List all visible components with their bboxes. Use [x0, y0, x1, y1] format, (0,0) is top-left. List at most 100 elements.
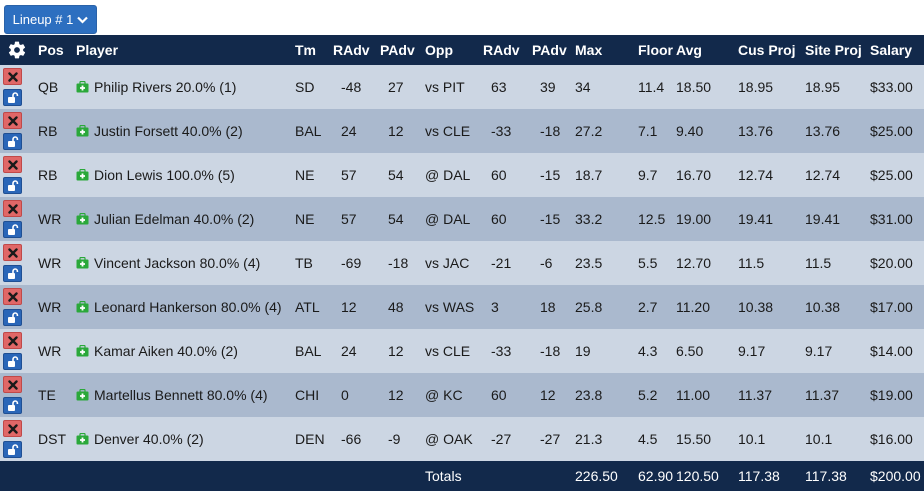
lock-player-button[interactable] — [3, 221, 22, 238]
table-row: WR Kamar Aiken 40.0% (2) BAL 24 12 vs CL… — [0, 329, 924, 373]
cell-radv: 24 — [341, 343, 357, 359]
col-header-floor[interactable]: Floor — [638, 42, 673, 58]
cell-max: 21.3 — [575, 431, 603, 447]
col-header-pos[interactable]: Pos — [38, 42, 64, 58]
col-header-opp-padv[interactable]: PAdv — [532, 42, 567, 58]
cell-player[interactable]: Justin Forsett 40.0% (2) — [76, 109, 295, 153]
cell-floor: 5.2 — [638, 387, 658, 403]
remove-player-button[interactable] — [3, 112, 22, 129]
player-name: Leonard Hankerson 80.0% (4) — [94, 299, 282, 315]
unlock-icon — [7, 135, 18, 147]
unlock-icon — [7, 179, 18, 191]
cell-radv: 12 — [341, 299, 357, 315]
totals-max: 226.50 — [575, 468, 618, 484]
remove-player-button[interactable] — [3, 200, 22, 217]
remove-player-button[interactable] — [3, 420, 22, 437]
col-header-avg[interactable]: Avg — [676, 42, 702, 58]
col-header-cus-proj[interactable]: Cus Proj — [738, 42, 796, 58]
lock-player-button[interactable] — [3, 441, 22, 458]
lineup-table: Pos Player Tm RAdv PAdv Opp RAdv PAdv Ma… — [0, 35, 924, 491]
cell-salary: $14.00 — [870, 343, 913, 359]
cell-opp-radv: -33 — [491, 123, 512, 139]
cell-player[interactable]: Martellus Bennett 80.0% (4) — [76, 373, 295, 417]
table-row: WR Leonard Hankerson 80.0% (4) ATL 12 48… — [0, 285, 924, 329]
cell-avg: 19.00 — [676, 211, 712, 227]
remove-player-button[interactable] — [3, 244, 22, 261]
medkit-icon[interactable] — [76, 81, 89, 93]
medkit-icon[interactable] — [76, 389, 89, 401]
cell-opp: @ OAK — [425, 431, 473, 447]
cell-player[interactable]: Denver 40.0% (2) — [76, 417, 295, 461]
cell-floor: 12.5 — [638, 211, 666, 227]
col-header-site-proj[interactable]: Site Proj — [805, 42, 862, 58]
close-icon — [7, 71, 18, 82]
medkit-icon[interactable] — [76, 169, 89, 181]
cell-player[interactable]: Julian Edelman 40.0% (2) — [76, 197, 295, 241]
lock-player-button[interactable] — [3, 265, 22, 282]
cell-site-proj: 9.17 — [805, 343, 833, 359]
cell-site-proj: 19.41 — [805, 211, 841, 227]
player-name: Denver 40.0% (2) — [94, 431, 204, 447]
row-controls — [0, 153, 33, 197]
lock-player-button[interactable] — [3, 89, 22, 106]
col-header-salary[interactable]: Salary — [870, 42, 913, 58]
lineup-dropdown-button[interactable]: Lineup # 1 — [4, 5, 97, 34]
cell-salary: $20.00 — [870, 255, 913, 271]
remove-player-button[interactable] — [3, 68, 22, 85]
cell-max: 33.2 — [575, 211, 603, 227]
col-header-padv[interactable]: PAdv — [380, 42, 415, 58]
lock-player-button[interactable] — [3, 133, 22, 150]
cell-opp-padv: -15 — [540, 167, 561, 183]
lock-player-button[interactable] — [3, 177, 22, 194]
col-header-max[interactable]: Max — [575, 42, 603, 58]
cell-padv: 12 — [388, 387, 404, 403]
medkit-icon[interactable] — [76, 433, 89, 445]
cell-pos: WR — [38, 255, 62, 271]
cell-radv: -69 — [341, 255, 362, 271]
table-row: QB Philip Rivers 20.0% (1) SD -48 27 vs … — [0, 65, 924, 109]
close-icon — [7, 423, 18, 434]
row-controls — [0, 417, 33, 461]
cell-player[interactable]: Dion Lewis 100.0% (5) — [76, 153, 295, 197]
cell-radv: -66 — [341, 431, 362, 447]
medkit-icon[interactable] — [76, 125, 89, 137]
remove-player-button[interactable] — [3, 332, 22, 349]
cell-player[interactable]: Philip Rivers 20.0% (1) — [76, 65, 295, 109]
cell-opp: vs PIT — [425, 79, 465, 95]
gear-icon[interactable] — [7, 40, 27, 60]
col-header-radv[interactable]: RAdv — [333, 42, 370, 58]
cell-opp-radv: -33 — [491, 343, 512, 359]
cell-floor: 2.7 — [638, 299, 658, 315]
cell-player[interactable]: Leonard Hankerson 80.0% (4) — [76, 285, 295, 329]
medkit-icon[interactable] — [76, 301, 89, 313]
remove-player-button[interactable] — [3, 376, 22, 393]
cell-floor: 5.5 — [638, 255, 658, 271]
cell-avg: 18.50 — [676, 79, 712, 95]
cell-site-proj: 13.76 — [805, 123, 841, 139]
lock-player-button[interactable] — [3, 309, 22, 326]
col-header-opp[interactable]: Opp — [425, 42, 453, 58]
medkit-icon[interactable] — [76, 345, 89, 357]
lock-player-button[interactable] — [3, 353, 22, 370]
cell-tm: NE — [295, 211, 315, 227]
remove-player-button[interactable] — [3, 288, 22, 305]
cell-cus-proj: 12.74 — [738, 167, 774, 183]
cell-opp-radv: 63 — [491, 79, 507, 95]
row-controls — [0, 329, 33, 373]
cell-radv: 0 — [341, 387, 349, 403]
cell-padv: 12 — [388, 343, 404, 359]
cell-player[interactable]: Vincent Jackson 80.0% (4) — [76, 241, 295, 285]
remove-player-button[interactable] — [3, 156, 22, 173]
medkit-icon[interactable] — [76, 257, 89, 269]
table-row: RB Dion Lewis 100.0% (5) NE 57 54 @ DAL … — [0, 153, 924, 197]
col-header-tm[interactable]: Tm — [295, 42, 316, 58]
col-header-opp-radv[interactable]: RAdv — [483, 42, 520, 58]
row-controls — [0, 373, 33, 417]
cell-avg: 16.70 — [676, 167, 712, 183]
medkit-icon[interactable] — [76, 213, 89, 225]
col-header-player[interactable]: Player — [76, 42, 119, 58]
cell-tm: TB — [295, 255, 313, 271]
lock-player-button[interactable] — [3, 397, 22, 414]
cell-player[interactable]: Kamar Aiken 40.0% (2) — [76, 329, 295, 373]
settings-header[interactable] — [0, 35, 33, 65]
